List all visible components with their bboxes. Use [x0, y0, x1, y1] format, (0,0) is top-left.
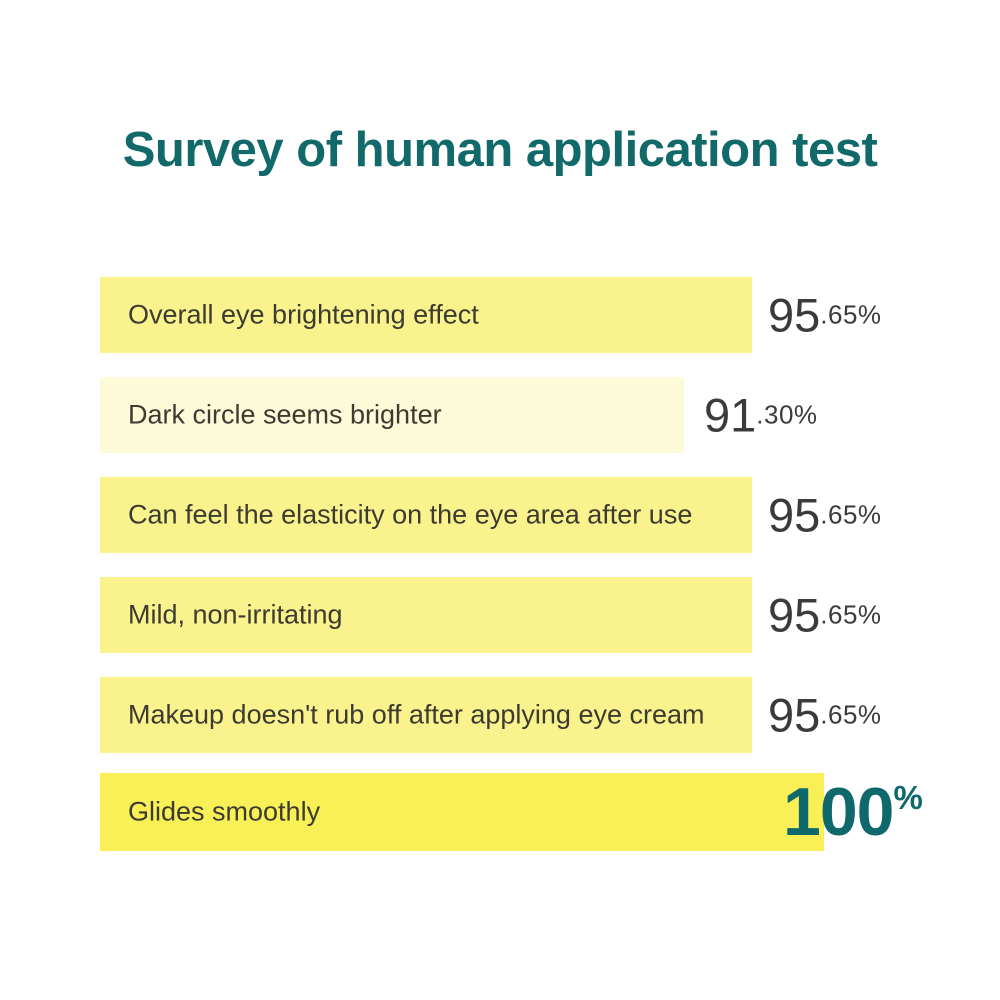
bar-value-main: 95 [768, 688, 821, 742]
bar-dark-circle [100, 377, 684, 453]
page-title: Survey of human application test [122, 123, 878, 177]
bar-value-main: 95 [768, 488, 821, 542]
bar-value: 91.30% [704, 392, 818, 439]
bar-value-suffix: .65% [820, 599, 882, 630]
survey-row-mild: Mild, non-irritating 95.65% [100, 577, 960, 653]
bar-mild-non-irritating [100, 577, 752, 653]
bar-label: Mild, non-irritating [128, 599, 343, 630]
bar-value: 95.65% [768, 292, 882, 339]
bar-value-suffix: .65% [820, 299, 882, 330]
survey-row-glides: Glides smoothly 100% [100, 773, 960, 851]
bar-label: Overall eye brightening effect [128, 299, 479, 330]
bar-value-main: 91 [704, 388, 757, 442]
bar-value-main: 100 [783, 774, 894, 850]
bar-makeup-rub-off [100, 677, 752, 753]
survey-row-elasticity: Can feel the elasticity on the eye area … [100, 477, 960, 553]
bar-glides-smoothly [100, 773, 824, 851]
bar-value: 95.65% [768, 492, 882, 539]
bar-label: Can feel the elasticity on the eye area … [128, 499, 693, 530]
survey-row-overall-brightening: Overall eye brightening effect 95.65% [100, 277, 960, 353]
bar-value-highlight: 100% [783, 778, 923, 846]
bar-label: Makeup doesn't rub off after applying ey… [128, 699, 705, 730]
bar-overall-brightening [100, 277, 752, 353]
bar-value: 95.65% [768, 692, 882, 739]
bar-value-suffix: .65% [820, 499, 882, 530]
bar-value: 95.65% [768, 592, 882, 639]
bar-value-suffix: % [893, 779, 923, 816]
survey-row-dark-circle: Dark circle seems brighter 91.30% [100, 377, 960, 453]
survey-row-makeup: Makeup doesn't rub off after applying ey… [100, 677, 960, 753]
bar-label: Dark circle seems brighter [128, 399, 442, 430]
bar-value-suffix: .65% [820, 699, 882, 730]
bar-elasticity [100, 477, 752, 553]
bar-label: Glides smoothly [128, 796, 321, 827]
bar-value-main: 95 [768, 588, 821, 642]
bar-value-suffix: .30% [756, 399, 818, 430]
bar-value-main: 95 [768, 288, 821, 342]
